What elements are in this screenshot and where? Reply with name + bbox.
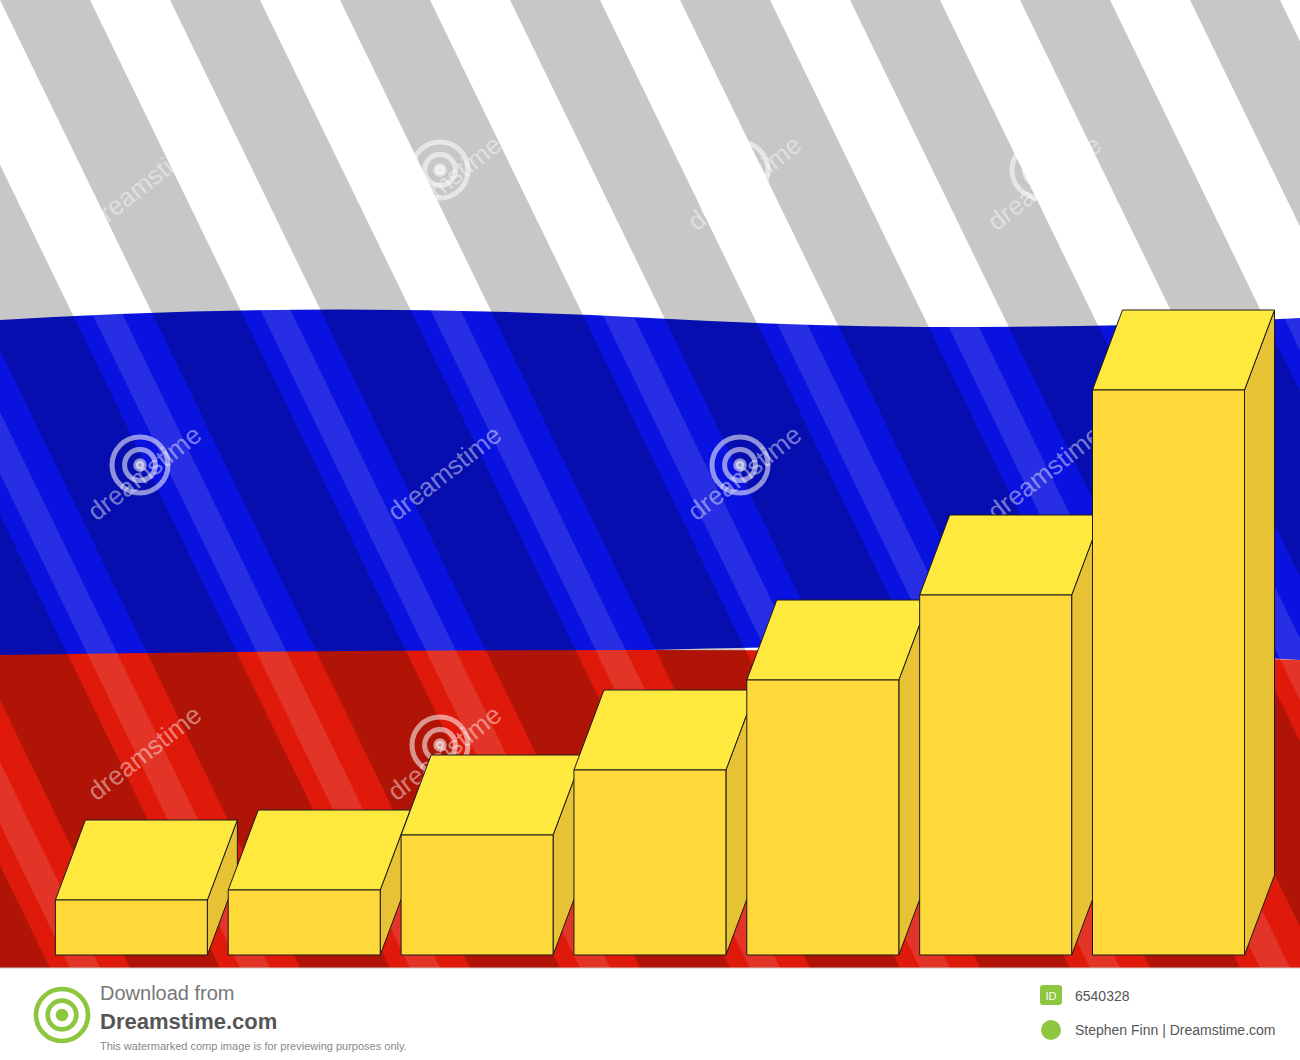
svg-text:dreamstime: dreamstime: [82, 699, 208, 806]
svg-text:6540328: 6540328: [1075, 988, 1130, 1004]
svg-text:dreamstime: dreamstime: [382, 419, 508, 526]
svg-text:dreamstime: dreamstime: [381, 699, 508, 807]
svg-text:Download from: Download from: [100, 982, 235, 1004]
svg-text:Stephen Finn | Dreamstime.com: Stephen Finn | Dreamstime.com: [1075, 1022, 1276, 1038]
svg-text:This watermarked comp image is: This watermarked comp image is for previ…: [100, 1040, 407, 1052]
svg-text:ID: ID: [1046, 990, 1057, 1002]
svg-text:Dreamstime.com: Dreamstime.com: [100, 1009, 277, 1034]
svg-text:dreamstime: dreamstime: [82, 419, 208, 526]
svg-text:dreamstime: dreamstime: [682, 419, 808, 526]
svg-text:dreamstime: dreamstime: [982, 419, 1108, 526]
svg-text:dreamstime: dreamstime: [82, 129, 208, 236]
svg-text:dreamstime: dreamstime: [682, 129, 808, 236]
svg-text:dreamstime: dreamstime: [382, 129, 508, 236]
svg-text:dreamstime: dreamstime: [982, 129, 1108, 236]
